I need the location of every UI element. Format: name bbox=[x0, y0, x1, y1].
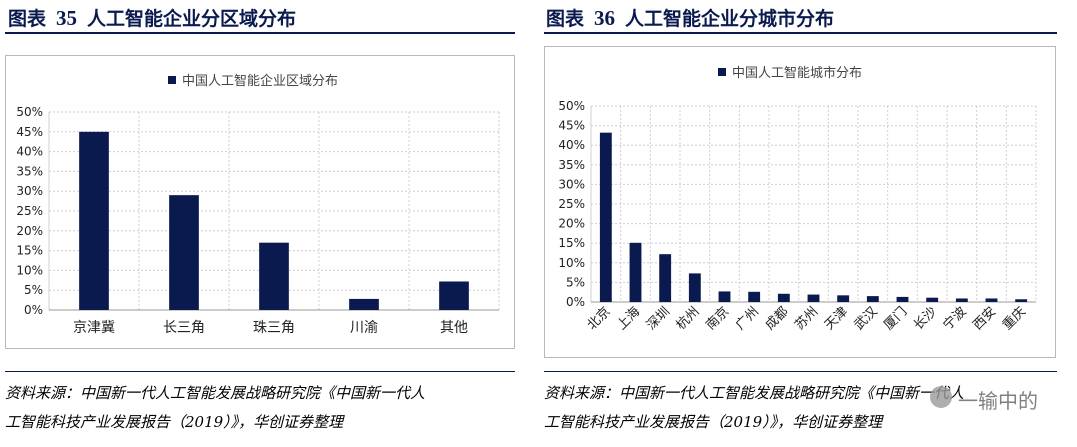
x-category-label: 北京 bbox=[585, 304, 614, 333]
x-category-label: 厦门 bbox=[881, 304, 910, 333]
bar-杭州 bbox=[688, 273, 701, 302]
watermark-text: 一输中的 bbox=[958, 389, 1038, 413]
left-title-rule bbox=[5, 32, 515, 34]
left-figure-title: 图表 35 人工智能企业分区域分布 bbox=[8, 4, 296, 31]
right-gridlines bbox=[590, 105, 1037, 303]
x-category-label: 宁波 bbox=[940, 304, 970, 334]
bar-川渝 bbox=[349, 298, 379, 310]
bar-深圳 bbox=[659, 254, 672, 302]
bar-上海 bbox=[629, 242, 642, 302]
bar-天津 bbox=[837, 295, 850, 302]
bar-其他 bbox=[439, 281, 469, 310]
x-category-label: 重庆 bbox=[999, 304, 1029, 334]
left-source-line-2: 工智能科技产业发展报告（2019）》，华创证券整理 bbox=[5, 413, 344, 431]
right-bars bbox=[599, 132, 1028, 302]
left-title-text: 人工智能企业分区域分布 bbox=[87, 8, 297, 30]
right-legend-swatch bbox=[718, 68, 726, 76]
x-category-label: 长三角 bbox=[163, 320, 205, 336]
x-category-label: 杭州 bbox=[674, 304, 703, 333]
bar-厦门 bbox=[896, 296, 909, 302]
right-title-prefix: 图表 bbox=[546, 8, 585, 30]
left-bars bbox=[79, 131, 469, 310]
x-category-label: 其他 bbox=[440, 320, 468, 336]
bar-广州 bbox=[748, 291, 761, 302]
wechat-watermark-icon bbox=[930, 386, 952, 408]
bar-南京 bbox=[718, 291, 731, 302]
right-source-rule bbox=[544, 371, 1057, 372]
bar-苏州 bbox=[807, 294, 820, 302]
y-tick-label: 45% bbox=[558, 119, 585, 133]
y-tick-label: 35% bbox=[558, 158, 585, 172]
y-tick-label: 10% bbox=[16, 263, 43, 277]
left-source-line-1: 资料来源：中国新一代人工智能发展战略研究院《中国新一代人 bbox=[5, 384, 426, 402]
x-category-label: 深圳 bbox=[644, 304, 673, 333]
right-source-line-2: 工智能科技产业发展报告（2019）》，华创证券整理 bbox=[544, 413, 883, 431]
bar-成都 bbox=[777, 293, 790, 302]
bar-西安 bbox=[985, 298, 998, 302]
left-legend-label: 中国人工智能企业区域分布 bbox=[182, 73, 338, 89]
bar-北京 bbox=[599, 132, 612, 302]
left-y-axis-ticks: 0% 5% 10% 15% 20% 25% 30% 35% 40% 45% 50% bbox=[16, 105, 43, 317]
y-tick-label: 50% bbox=[558, 99, 585, 113]
bar-珠三角 bbox=[259, 242, 289, 310]
y-tick-label: 45% bbox=[16, 125, 43, 139]
bar-武汉 bbox=[866, 296, 879, 302]
x-category-label: 上海 bbox=[614, 304, 643, 333]
right-x-axis-labels: 北京 上海 深圳 杭州 南京 广州 成都 苏州 天津 武汉 厦门 长沙 宁波 西安 重庆 bbox=[585, 304, 1029, 334]
y-tick-label: 0% bbox=[24, 303, 43, 317]
right-title-text: 人工智能企业分城市分布 bbox=[625, 8, 835, 30]
x-category-label: 广州 bbox=[733, 304, 762, 333]
y-tick-label: 10% bbox=[558, 256, 585, 270]
left-source-rule bbox=[5, 371, 515, 372]
y-tick-label: 20% bbox=[16, 224, 43, 238]
x-category-label: 苏州 bbox=[792, 304, 822, 334]
x-category-label: 长沙 bbox=[911, 304, 940, 333]
left-bar-chart: 中国人工智能企业区域分布 0% 5% 10% 15% 20% 25% 30% 35% 40% 45… bbox=[16, 73, 500, 336]
y-tick-label: 25% bbox=[16, 204, 43, 218]
right-figure-title: 图表 36 人工智能企业分城市分布 bbox=[546, 4, 834, 31]
x-category-label: 珠三角 bbox=[253, 320, 295, 336]
y-tick-label: 30% bbox=[16, 184, 43, 198]
x-category-label: 京津冀 bbox=[73, 320, 115, 336]
y-tick-label: 15% bbox=[558, 236, 585, 250]
x-category-label: 川渝 bbox=[350, 320, 378, 336]
y-tick-label: 30% bbox=[558, 177, 585, 191]
bar-长三角 bbox=[169, 195, 199, 310]
right-chart-frame: 中国人工智能城市分布 0% 5% 10% 15% 20% 25% 30% 35% 40% 45% 5… bbox=[544, 46, 1056, 358]
right-bar-chart: 中国人工智能城市分布 0% 5% 10% 15% 20% 25% 30% 35% 40% 45% 5… bbox=[558, 65, 1037, 334]
right-source-line-1: 资料来源：中国新一代人工智能发展战略研究院《中国新一代人 bbox=[544, 384, 965, 402]
y-tick-label: 35% bbox=[16, 164, 43, 178]
y-tick-label: 20% bbox=[558, 217, 585, 231]
right-y-axis-ticks: 0% 5% 10% 15% 20% 25% 30% 35% 40% 45% 50% bbox=[558, 99, 585, 309]
y-tick-label: 25% bbox=[558, 197, 585, 211]
bar-长沙 bbox=[926, 297, 939, 302]
x-category-label: 武汉 bbox=[852, 304, 881, 333]
y-tick-label: 5% bbox=[566, 275, 585, 289]
bar-宁波 bbox=[955, 298, 968, 302]
y-tick-label: 5% bbox=[24, 283, 43, 297]
right-legend-label: 中国人工智能城市分布 bbox=[732, 65, 862, 81]
x-category-label: 西安 bbox=[970, 304, 999, 333]
bar-重庆 bbox=[1015, 299, 1028, 302]
x-category-label: 成都 bbox=[763, 304, 792, 333]
right-title-number: 36 bbox=[594, 6, 616, 30]
x-category-label: 天津 bbox=[822, 304, 851, 333]
left-x-axis-labels: 京津冀 长三角 珠三角 川渝 其他 bbox=[73, 320, 468, 336]
right-title-rule bbox=[544, 32, 1057, 34]
y-tick-label: 15% bbox=[16, 244, 43, 258]
bar-京津冀 bbox=[79, 131, 109, 310]
y-tick-label: 40% bbox=[16, 145, 43, 159]
y-tick-label: 50% bbox=[16, 105, 43, 119]
left-title-prefix: 图表 bbox=[8, 8, 47, 30]
left-chart-frame: 中国人工智能企业区域分布 0% 5% 10% 15% 20% 25% 30% 35% 40% 45… bbox=[5, 55, 515, 349]
x-category-label: 南京 bbox=[703, 304, 733, 334]
left-legend-swatch bbox=[168, 76, 176, 84]
left-title-number: 35 bbox=[56, 6, 78, 30]
y-tick-label: 0% bbox=[566, 295, 585, 309]
y-tick-label: 40% bbox=[558, 138, 585, 152]
